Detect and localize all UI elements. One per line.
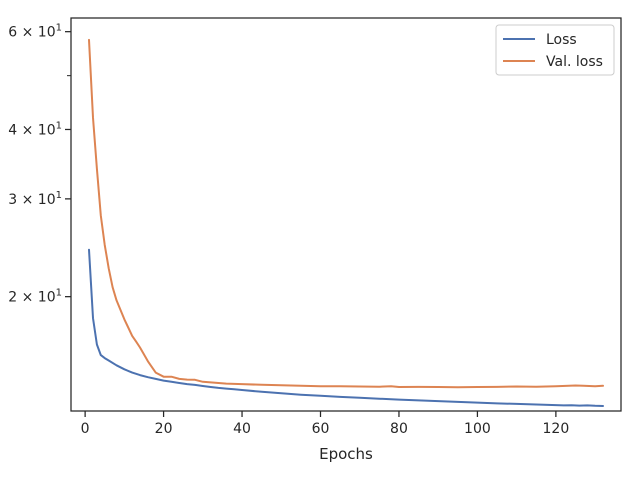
y-tick-label: 2 × 101 <box>8 288 62 306</box>
legend: Loss Val. loss <box>495 24 615 76</box>
x-tick-label: 120 <box>543 421 570 437</box>
x-tick-label: 20 <box>155 421 173 437</box>
y-tick-label: 4 × 101 <box>8 120 62 138</box>
x-axis: 0 20 40 60 80 100 120 <box>81 411 570 437</box>
legend-label: Val. loss <box>546 54 603 70</box>
x-axis-label: Epochs <box>319 445 373 463</box>
plot-frame <box>70 17 622 412</box>
legend-label: Loss <box>546 32 577 48</box>
x-tick-label: 40 <box>233 421 251 437</box>
x-tick-label: 0 <box>81 421 90 437</box>
y-axis: 2 × 101 3 × 101 4 × 101 6 × 101 <box>8 23 71 306</box>
series-layer <box>88 38 604 407</box>
x-tick-label: 80 <box>390 421 408 437</box>
y-tick-label: 3 × 101 <box>8 190 62 208</box>
series-line-loss <box>88 248 604 407</box>
legend-box <box>495 24 615 76</box>
x-tick-label: 100 <box>464 421 491 437</box>
series-line-val-loss <box>88 38 604 389</box>
y-tick-label: 6 × 101 <box>8 23 62 41</box>
x-tick-label: 60 <box>312 421 330 437</box>
